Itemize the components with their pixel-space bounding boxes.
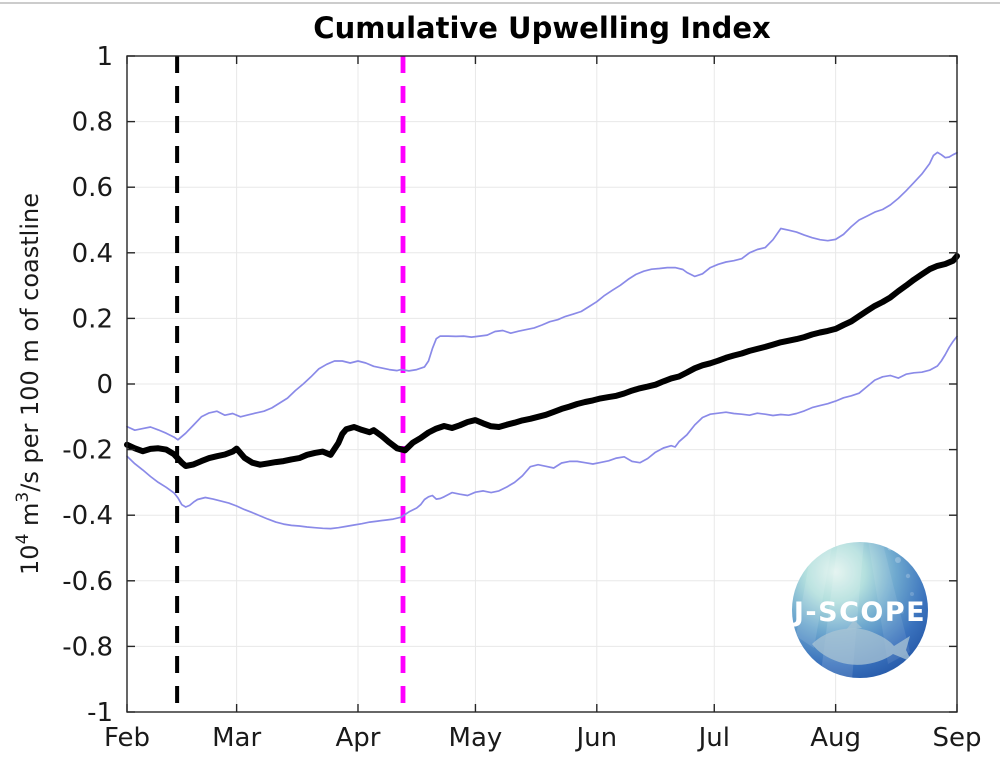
chart-title: Cumulative Upwelling Index [313, 11, 771, 45]
axis-tick-labels: Feb Mar Apr May Jun Jul Aug Sep -1 -0.8 -0.6 -0.4 -0… [62, 42, 981, 753]
bubble [910, 592, 914, 596]
y-label-rest: /s per 100 m of coastline [16, 193, 44, 492]
light-ray [796, 546, 832, 648]
light-ray [868, 542, 910, 664]
upper-bound-line [126, 151, 958, 441]
x-tick-label: Jul [697, 723, 730, 753]
bubble [905, 573, 911, 579]
jscope-logo-text: J-SCOPE [792, 597, 926, 628]
bubble [900, 610, 904, 614]
y-label-sup-4: 4 [13, 534, 33, 545]
y-label-base-10: 10 [16, 544, 44, 575]
y-label-sup-3: 3 [13, 492, 33, 503]
chart-series [124, 151, 960, 530]
y-tick-label: 0 [96, 370, 113, 400]
x-tick-label: Sep [932, 723, 981, 753]
bubble [895, 557, 901, 563]
fish-silhouette [812, 628, 912, 665]
bubble [887, 545, 893, 551]
x-tick-label: Mar [212, 723, 261, 753]
jscope-logo: J-SCOPE [792, 542, 928, 678]
x-tick-label: Aug [810, 723, 861, 753]
y-axis-label: 104 m3/s per 100 m of coastline [13, 193, 44, 575]
y-tick-label: -0.4 [62, 501, 113, 531]
y-tick-label: -0.6 [62, 567, 113, 597]
y-tick-label: -1 [87, 698, 113, 728]
y-tick-label: 1 [96, 42, 113, 72]
lower-bound-line [126, 335, 958, 530]
fish-dorsal-fin [846, 620, 862, 630]
x-tick-label: Feb [104, 723, 150, 753]
chart-grid [127, 56, 957, 712]
window-top-border [0, 2, 1000, 4]
plot-box-and-ticks [126, 55, 958, 713]
small-fish-silhouette [888, 668, 912, 678]
y-tick-label: 0.6 [72, 173, 113, 203]
y-tick-label: -0.8 [62, 632, 113, 662]
x-tick-label: Apr [335, 723, 380, 753]
y-label-m: m [16, 503, 44, 534]
y-tick-label: 0.2 [72, 304, 113, 334]
x-tick-label: May [449, 723, 503, 753]
vertical-date-markers [175, 56, 406, 712]
x-tick-label: Jun [574, 723, 617, 753]
y-tick-label: 0.4 [72, 239, 113, 269]
ensemble-mean-line [124, 253, 960, 469]
y-tick-label: 0.8 [72, 108, 113, 138]
small-fish-tail [910, 667, 919, 678]
y-tick-label: -0.2 [62, 436, 113, 466]
